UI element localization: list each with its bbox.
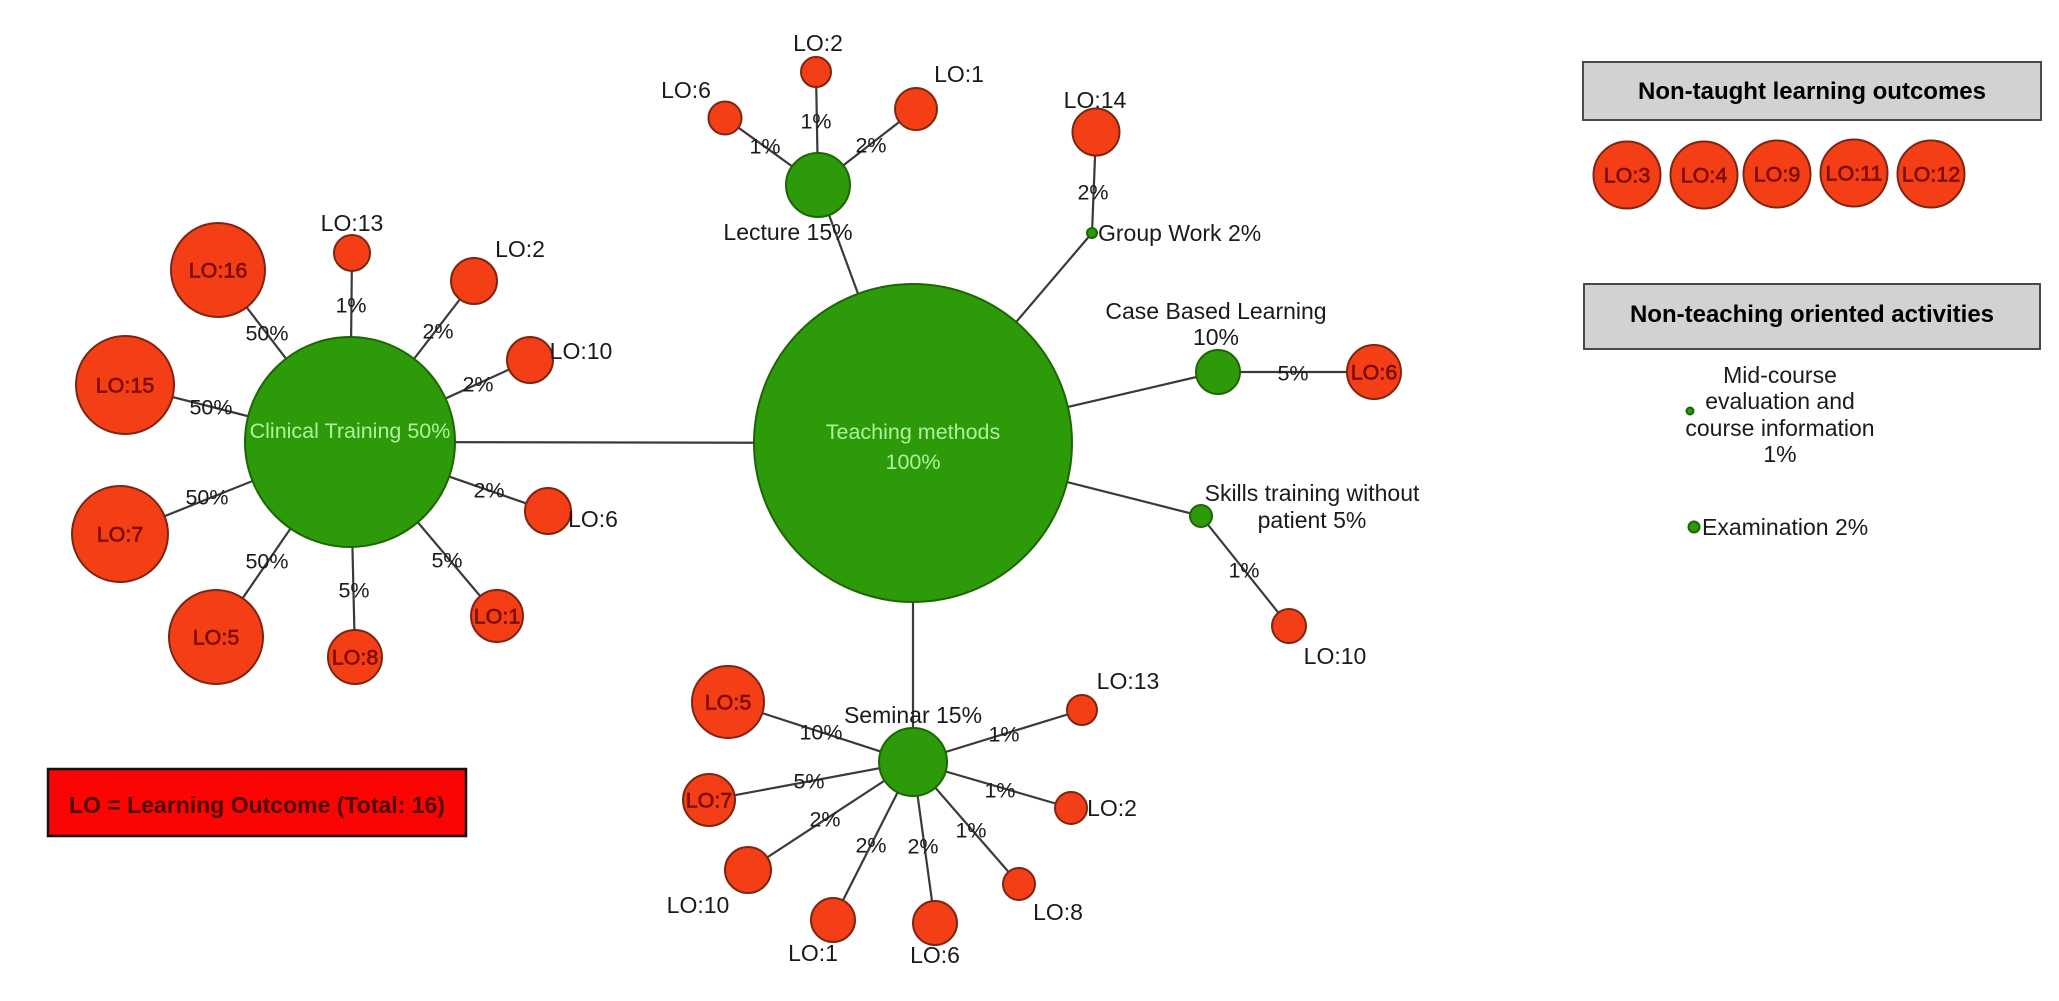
- svg-text:LO:10: LO:10: [1304, 643, 1367, 669]
- svg-text:2%: 2%: [907, 835, 938, 859]
- svg-text:2%: 2%: [809, 808, 840, 832]
- svg-text:50%: 50%: [185, 486, 228, 510]
- svg-text:5%: 5%: [793, 770, 824, 794]
- svg-text:LO:6: LO:6: [910, 942, 960, 968]
- svg-text:2%: 2%: [855, 134, 886, 158]
- svg-text:Seminar 15%: Seminar 15%: [844, 702, 982, 728]
- svg-text:LO:14: LO:14: [1064, 87, 1127, 113]
- svg-text:LO:6: LO:6: [661, 77, 711, 103]
- svg-text:Non-taught learning outcomes: Non-taught learning outcomes: [1638, 78, 1986, 105]
- svg-text:LO:8: LO:8: [1033, 899, 1083, 925]
- svg-text:5%: 5%: [431, 549, 462, 573]
- svg-text:LO:4: LO:4: [1681, 164, 1728, 188]
- svg-text:Teaching methods: Teaching methods: [826, 420, 1001, 444]
- svg-text:LO:2: LO:2: [793, 30, 843, 56]
- svg-text:LO:15: LO:15: [96, 374, 155, 398]
- svg-text:LO:6: LO:6: [1351, 361, 1398, 385]
- svg-text:LO:5: LO:5: [705, 691, 752, 715]
- svg-text:LO:1: LO:1: [788, 940, 838, 966]
- svg-text:Group Work 2%: Group Work 2%: [1098, 220, 1261, 246]
- svg-text:1%: 1%: [335, 294, 366, 318]
- svg-text:LO:10: LO:10: [550, 338, 613, 364]
- svg-text:Case Based Learning: Case Based Learning: [1105, 298, 1326, 324]
- svg-text:LO:2: LO:2: [495, 236, 545, 262]
- svg-text:LO:13: LO:13: [321, 210, 384, 236]
- svg-text:LO:1: LO:1: [474, 605, 521, 629]
- svg-text:Examination 2%: Examination 2%: [1702, 514, 1868, 540]
- svg-text:Non-teaching oriented activiti: Non-teaching oriented activities: [1630, 301, 1994, 328]
- svg-text:5%: 5%: [338, 579, 369, 603]
- svg-text:1%: 1%: [984, 779, 1015, 803]
- svg-text:LO:13: LO:13: [1097, 668, 1160, 694]
- svg-text:5%: 5%: [1277, 362, 1308, 386]
- svg-text:Lecture 15%: Lecture 15%: [723, 219, 852, 245]
- svg-text:course information: course information: [1685, 415, 1874, 441]
- svg-text:100%: 100%: [886, 450, 941, 474]
- svg-text:Mid-course: Mid-course: [1723, 362, 1837, 388]
- svg-text:1%: 1%: [955, 819, 986, 843]
- svg-text:LO = Learning Outcome (Total:: LO = Learning Outcome (Total: 16): [69, 792, 445, 818]
- svg-text:2%: 2%: [422, 320, 453, 344]
- svg-text:LO:1: LO:1: [934, 61, 984, 87]
- svg-text:2%: 2%: [473, 479, 504, 503]
- svg-text:10%: 10%: [799, 721, 842, 745]
- svg-text:evaluation and: evaluation and: [1705, 388, 1855, 414]
- svg-text:LO:11: LO:11: [1826, 162, 1883, 186]
- svg-text:50%: 50%: [189, 396, 232, 420]
- svg-text:LO:10: LO:10: [667, 892, 730, 918]
- svg-text:50%: 50%: [245, 322, 288, 346]
- svg-text:1%: 1%: [1763, 441, 1796, 467]
- svg-text:2%: 2%: [855, 834, 886, 858]
- svg-text:Clinical Training 50%: Clinical Training 50%: [250, 419, 451, 443]
- svg-text:LO:7: LO:7: [97, 523, 144, 547]
- svg-text:1%: 1%: [749, 135, 780, 159]
- svg-text:LO:8: LO:8: [332, 646, 379, 670]
- svg-text:Skills training without: Skills training without: [1205, 480, 1420, 506]
- svg-text:LO:16: LO:16: [189, 259, 248, 283]
- svg-text:patient 5%: patient 5%: [1258, 507, 1367, 533]
- svg-text:1%: 1%: [800, 110, 831, 134]
- svg-text:LO:2: LO:2: [1087, 795, 1137, 821]
- svg-text:LO:6: LO:6: [568, 506, 618, 532]
- svg-text:LO:12: LO:12: [1902, 163, 1961, 187]
- svg-text:LO:7: LO:7: [686, 789, 733, 813]
- svg-text:LO:5: LO:5: [193, 626, 240, 650]
- svg-text:50%: 50%: [245, 550, 288, 574]
- svg-text:2%: 2%: [462, 373, 493, 397]
- svg-text:2%: 2%: [1077, 181, 1108, 205]
- svg-text:LO:9: LO:9: [1754, 163, 1801, 187]
- svg-text:LO:3: LO:3: [1604, 164, 1651, 188]
- svg-text:1%: 1%: [988, 723, 1019, 747]
- svg-text:1%: 1%: [1228, 559, 1259, 583]
- svg-text:10%: 10%: [1193, 324, 1239, 350]
